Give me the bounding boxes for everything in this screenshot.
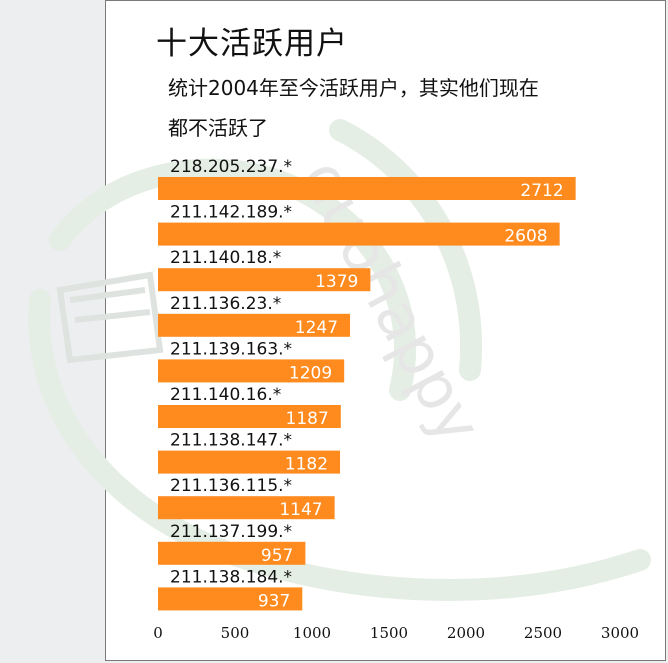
- chart-subtitle-line-2: 都不活跃了: [168, 116, 268, 140]
- category-label: 211.137.199.*: [170, 522, 292, 542]
- category-label: 211.142.189.*: [170, 203, 292, 223]
- bar: [158, 496, 335, 520]
- bar: [158, 359, 345, 383]
- category-label: 211.136.23.*: [170, 294, 281, 314]
- x-tick-label: 1500: [370, 624, 408, 642]
- bar: [158, 405, 341, 428]
- category-label: 211.140.18.*: [170, 248, 281, 268]
- bar: [158, 313, 351, 337]
- value-label: 937: [258, 591, 290, 611]
- category-label: 211.136.115.*: [170, 476, 292, 496]
- bar: [158, 177, 576, 200]
- x-tick-label: 0: [153, 624, 163, 642]
- x-tick-label: 1000: [293, 624, 331, 642]
- category-label: 211.139.163.*: [170, 339, 292, 359]
- x-tick-label: 3000: [601, 624, 639, 642]
- value-label: 2608: [504, 227, 547, 247]
- bar: [158, 587, 303, 611]
- bar: [158, 450, 341, 474]
- chart-title: 十大活跃用户: [156, 26, 348, 62]
- value-label: 1187: [286, 409, 329, 429]
- value-label: 1247: [295, 318, 338, 338]
- value-label: 1379: [315, 272, 358, 292]
- bar: [158, 541, 306, 565]
- x-tick-label: 500: [221, 624, 250, 642]
- category-label: 211.138.184.*: [170, 567, 292, 587]
- value-label: 2712: [520, 181, 563, 201]
- value-label: 957: [261, 546, 293, 566]
- bar: [158, 222, 560, 246]
- value-label: 1209: [289, 363, 332, 383]
- chart-subtitle-line-1: 统计2004年至今活跃用户，其实他们现在: [168, 76, 539, 100]
- x-tick-label: 2500: [524, 624, 562, 642]
- bar: [158, 268, 371, 292]
- category-label: 218.205.237.*: [170, 157, 292, 177]
- x-tick-label: 2000: [447, 624, 485, 642]
- value-label: 1147: [279, 500, 322, 520]
- value-label: 1182: [285, 455, 328, 475]
- category-label: 211.140.16.*: [170, 385, 281, 405]
- category-label: 211.138.147.*: [170, 431, 292, 451]
